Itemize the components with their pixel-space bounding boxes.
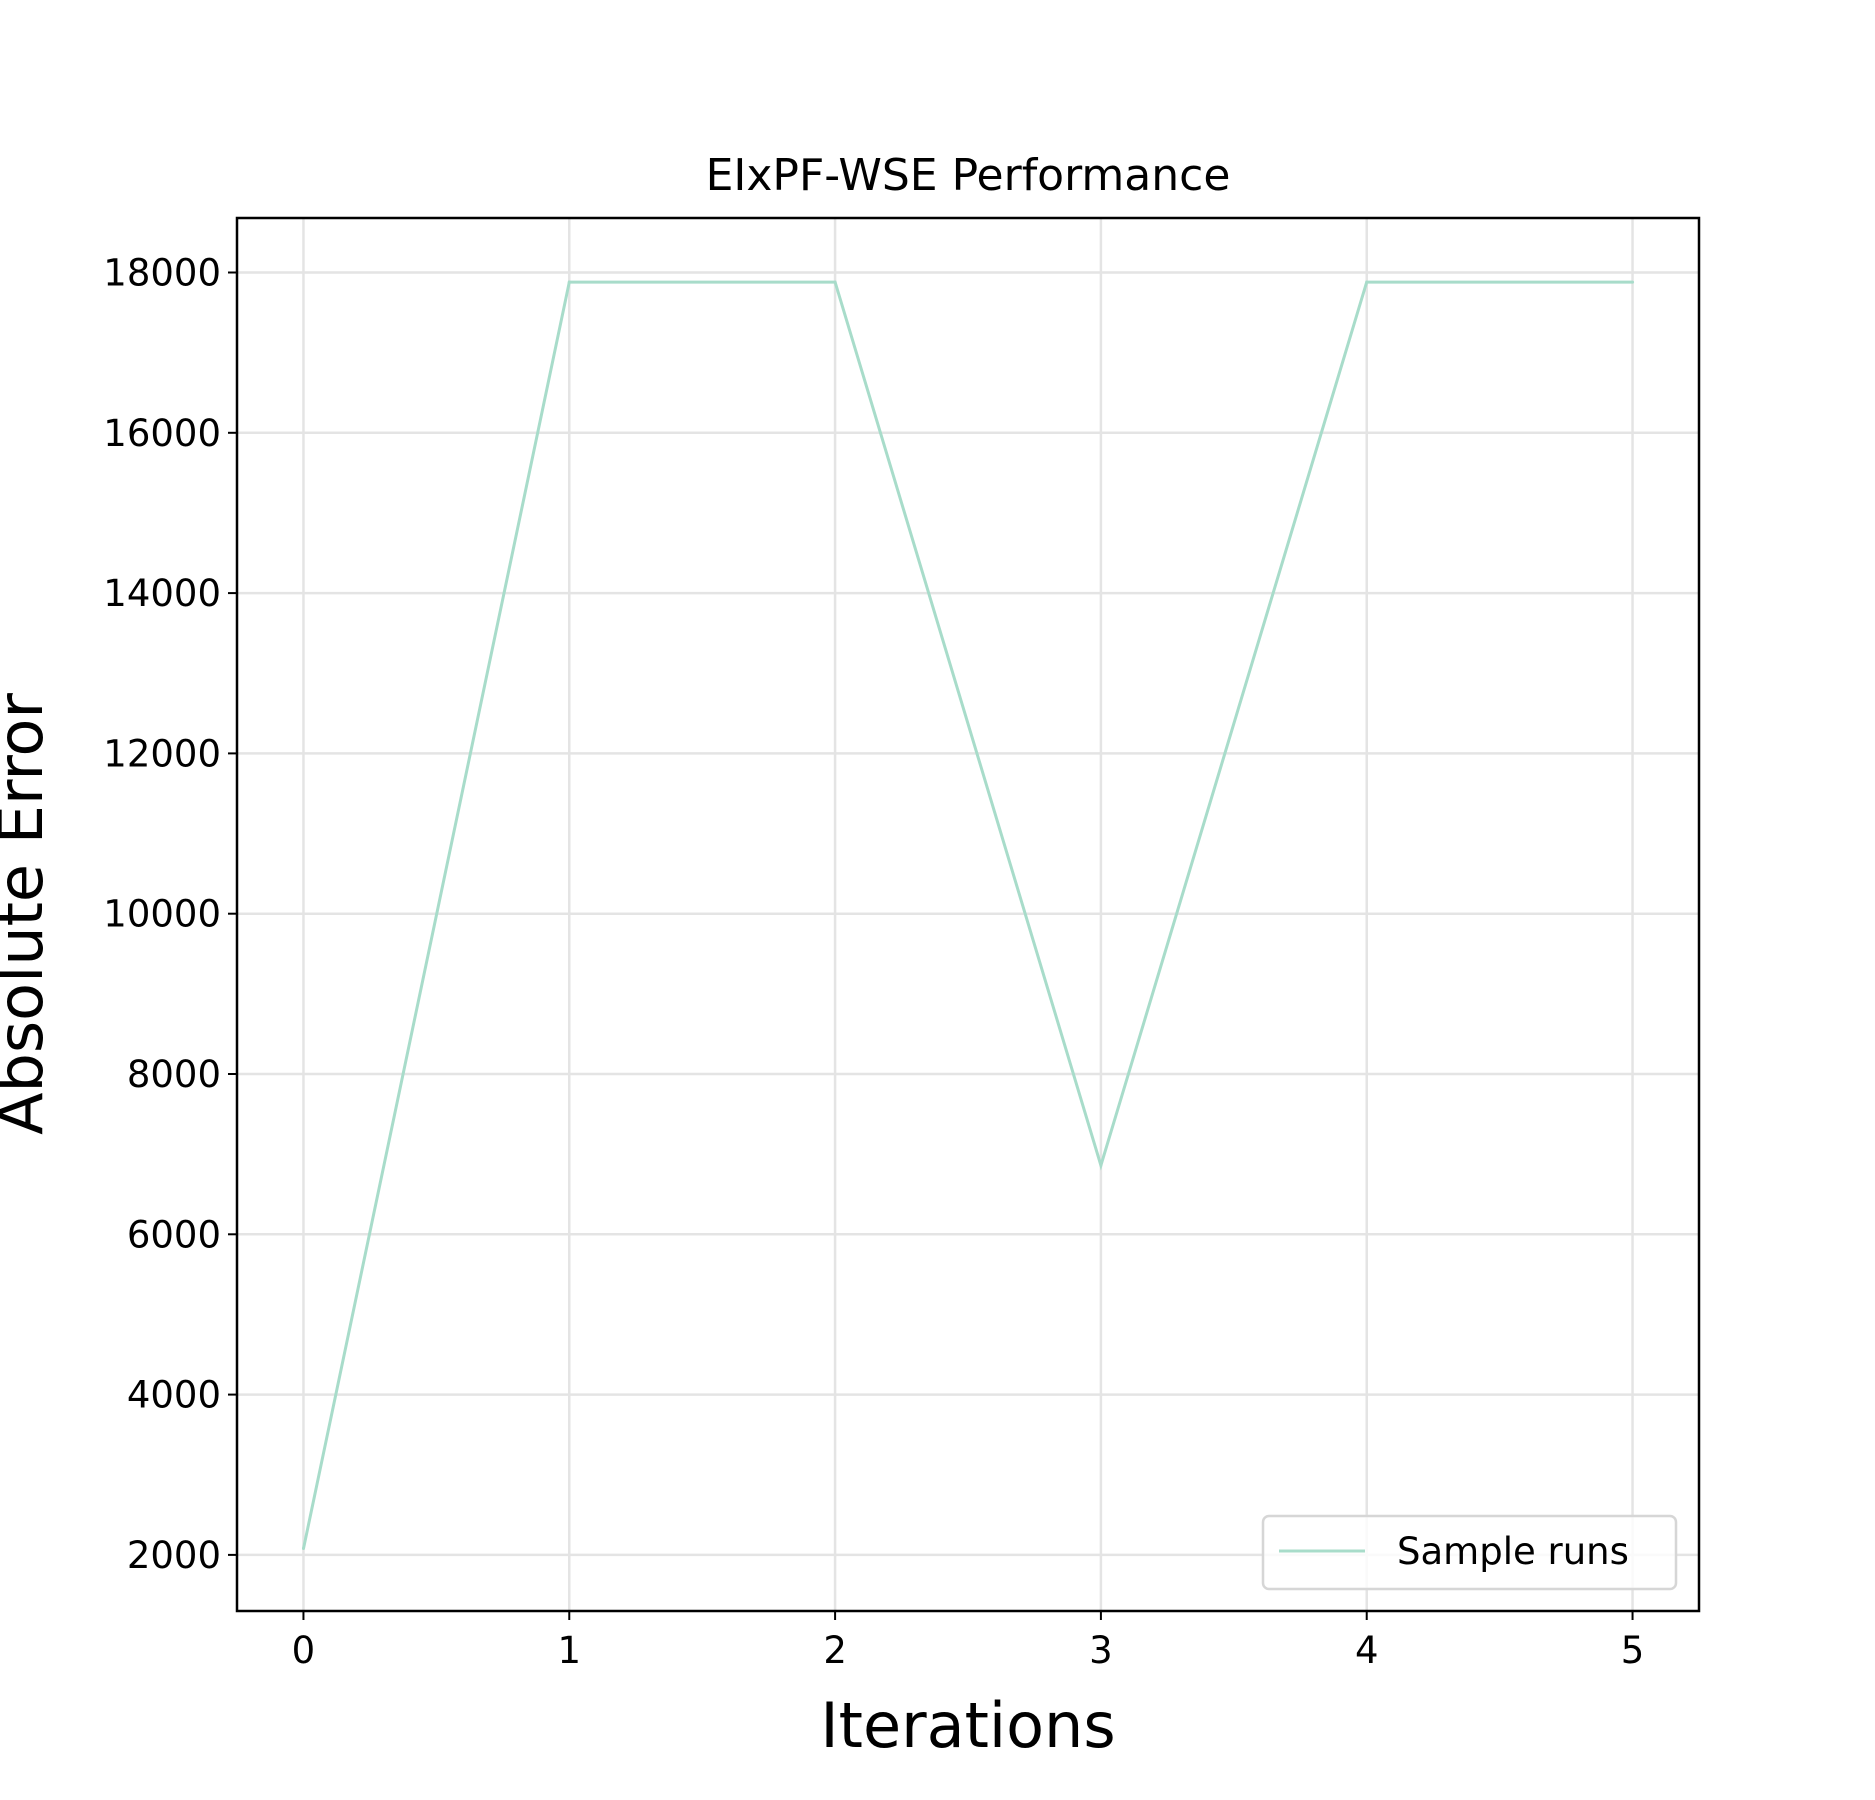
- x-tick-label: 3: [1089, 1629, 1113, 1672]
- data-point: [1099, 1163, 1103, 1167]
- y-tick-label: 12000: [103, 732, 221, 775]
- y-tick-label: 4000: [127, 1374, 221, 1417]
- grid-lines: [237, 218, 1699, 1611]
- y-axis-label: Absolute Error: [0, 693, 57, 1135]
- legend-label: Sample runs: [1397, 1530, 1629, 1573]
- y-tick-label: 10000: [103, 893, 221, 936]
- y-tick-label: 6000: [127, 1213, 221, 1256]
- series-line-sample-runs: [302, 280, 1633, 1549]
- legend: Sample runs: [1261, 1514, 1678, 1591]
- x-tick-label: 5: [1621, 1629, 1645, 1672]
- y-tick-label: 2000: [127, 1534, 221, 1577]
- x-tick-label: 0: [292, 1629, 316, 1672]
- legend-box: [1261, 1514, 1678, 1591]
- chart-title: EIxPF-WSE Performance: [706, 150, 1231, 201]
- x-axis-ticks: 0 1 2 3 4 5: [292, 1611, 1645, 1672]
- data-point: [301, 1546, 305, 1550]
- y-tick-label: 8000: [127, 1053, 221, 1096]
- series-layer: [301, 280, 1635, 1550]
- y-tick-label: 14000: [103, 572, 221, 615]
- y-tick-label: 18000: [103, 252, 221, 295]
- data-point: [1631, 280, 1635, 284]
- y-axis-ticks: 2000 4000 6000 8000 10000 12000 14000 16000 1800…: [103, 252, 237, 1577]
- x-tick-label: 4: [1355, 1629, 1379, 1672]
- x-tick-label: 1: [557, 1629, 581, 1672]
- data-point: [1365, 280, 1369, 284]
- x-tick-label: 2: [823, 1629, 847, 1672]
- data-point: [567, 280, 571, 284]
- data-point: [833, 280, 837, 284]
- x-axis-label: Iterations: [820, 1689, 1115, 1762]
- y-tick-label: 16000: [103, 412, 221, 455]
